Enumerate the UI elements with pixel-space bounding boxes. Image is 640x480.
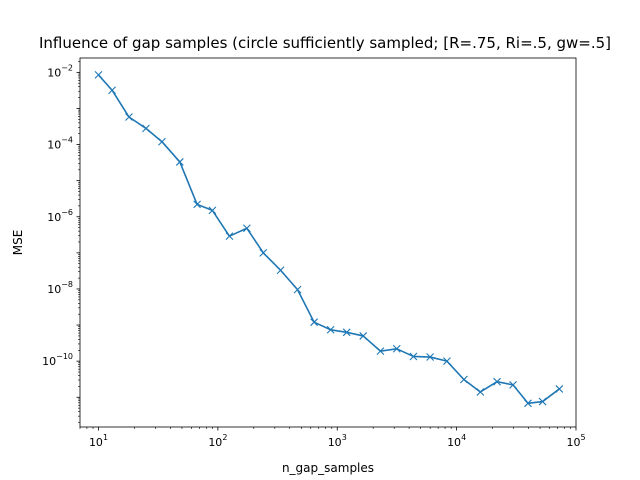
data-point-marker [108, 86, 116, 95]
y-tick-label: 10−10 [42, 352, 73, 368]
data-point-marker [409, 352, 418, 361]
y-tick-label: 10−6 [47, 208, 73, 224]
data-point-marker [158, 137, 166, 146]
series-layer [94, 71, 564, 408]
chart-title: Influence of gap samples (circle suffici… [39, 34, 611, 52]
data-point-marker [359, 332, 368, 340]
data-point-marker [94, 71, 103, 79]
x-tick-label: 101 [89, 433, 108, 449]
data-point-marker [259, 248, 268, 257]
data-point-marker [326, 325, 335, 334]
data-point-marker [242, 224, 251, 233]
data-point-marker [459, 375, 468, 384]
series-line [97, 74, 560, 405]
x-tick-label: 105 [566, 433, 585, 449]
plot-frame [79, 57, 577, 428]
data-point-marker [524, 399, 532, 408]
data-point-marker [493, 377, 501, 386]
data-point-marker [193, 200, 201, 209]
x-axis-ticks: 101 102 103 104 105 [79, 427, 586, 449]
x-tick-label: 103 [328, 433, 347, 449]
data-point-marker [142, 124, 150, 133]
data-point-marker [276, 266, 285, 275]
data-point-marker [426, 353, 435, 361]
data-point-marker [208, 206, 217, 215]
y-axis-ticks: 10−10 10−8 10−6 10−4 10−2 [42, 61, 80, 423]
data-point-marker [293, 285, 302, 294]
y-tick-label: 10−4 [47, 136, 73, 152]
data-point-marker [376, 347, 385, 355]
x-tick-label: 104 [447, 433, 466, 449]
y-tick-label: 10−2 [47, 63, 73, 79]
data-point-marker [125, 113, 133, 121]
data-point-marker [392, 344, 401, 353]
y-axis-label: MSE [11, 230, 25, 256]
y-tick-label: 10−8 [47, 280, 73, 296]
data-point-marker [175, 158, 184, 166]
data-point-marker [225, 232, 234, 241]
x-tick-label: 102 [208, 433, 227, 449]
x-axis-label: n_gap_samples [282, 461, 374, 475]
data-point-marker [342, 328, 351, 337]
data-point-marker [538, 397, 547, 406]
data-point-marker [509, 381, 517, 389]
data-point-marker [555, 385, 564, 393]
data-point-marker [443, 357, 451, 366]
data-point-marker [310, 318, 318, 327]
data-point-marker [476, 388, 485, 396]
